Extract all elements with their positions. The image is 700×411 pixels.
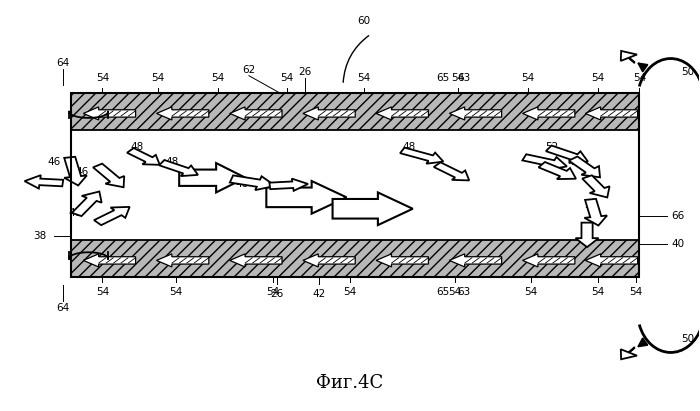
Text: 48: 48	[166, 157, 179, 167]
Text: 54: 54	[591, 287, 604, 298]
Text: 48: 48	[235, 179, 248, 189]
Text: 65: 65	[436, 287, 449, 298]
FancyArrow shape	[83, 107, 136, 120]
Bar	[71, 93, 639, 277]
FancyArrow shape	[400, 148, 443, 164]
Text: 50: 50	[682, 334, 694, 344]
FancyArrow shape	[230, 107, 282, 120]
Text: 52: 52	[570, 157, 583, 167]
FancyArrow shape	[72, 192, 102, 216]
FancyArrow shape	[266, 181, 346, 214]
Bar	[71, 130, 639, 240]
Text: 48: 48	[131, 142, 144, 152]
FancyArrow shape	[621, 51, 637, 63]
Text: 66: 66	[671, 211, 685, 221]
Text: 46: 46	[68, 208, 81, 218]
Bar	[71, 93, 639, 130]
FancyArrow shape	[270, 179, 308, 191]
Text: 54: 54	[357, 73, 370, 83]
FancyArrow shape	[230, 175, 275, 190]
Text: 40: 40	[671, 239, 685, 249]
FancyArrow shape	[94, 207, 130, 225]
Bar	[71, 240, 639, 277]
FancyArrow shape	[569, 157, 600, 177]
Text: 48: 48	[402, 142, 416, 152]
FancyArrow shape	[157, 107, 209, 120]
FancyArrow shape	[93, 164, 124, 187]
Text: 63: 63	[457, 73, 470, 83]
Text: 46: 46	[75, 167, 88, 177]
Text: 64: 64	[56, 58, 69, 68]
FancyArrow shape	[25, 175, 63, 189]
FancyArrow shape	[64, 157, 87, 185]
Text: 52: 52	[584, 200, 597, 210]
FancyArrow shape	[621, 347, 637, 359]
FancyArrow shape	[449, 107, 502, 120]
Text: 46: 46	[47, 157, 60, 167]
FancyArrow shape	[159, 160, 198, 176]
Text: 54: 54	[96, 287, 109, 298]
Text: 54: 54	[344, 287, 356, 298]
Text: 54: 54	[448, 287, 461, 298]
FancyArrow shape	[376, 107, 428, 120]
FancyArrow shape	[522, 154, 567, 170]
Text: 42: 42	[312, 289, 326, 300]
FancyArrow shape	[303, 107, 355, 120]
FancyArrow shape	[376, 254, 428, 267]
FancyArrow shape	[449, 254, 502, 267]
FancyArrow shape	[546, 145, 588, 163]
FancyArrow shape	[332, 192, 413, 225]
Text: 54: 54	[211, 73, 224, 83]
Text: 64: 64	[56, 302, 69, 312]
FancyArrow shape	[575, 223, 598, 247]
FancyArrow shape	[157, 254, 209, 267]
Text: 26: 26	[270, 289, 284, 300]
Text: 54: 54	[633, 73, 646, 83]
Text: 63: 63	[457, 287, 470, 298]
FancyArrow shape	[582, 175, 610, 197]
Text: 54: 54	[169, 287, 182, 298]
Text: 38: 38	[33, 231, 46, 241]
Text: 62: 62	[242, 65, 256, 74]
FancyArrow shape	[230, 254, 282, 267]
Text: 54: 54	[452, 73, 465, 83]
FancyArrow shape	[179, 163, 246, 192]
Text: 54: 54	[152, 73, 165, 83]
Text: 60: 60	[358, 16, 370, 26]
FancyArrow shape	[83, 254, 136, 267]
Text: 54: 54	[591, 73, 604, 83]
Text: 54: 54	[525, 287, 538, 298]
FancyArrow shape	[585, 254, 638, 267]
FancyArrow shape	[127, 148, 160, 165]
FancyArrow shape	[538, 162, 576, 179]
FancyArrow shape	[303, 254, 355, 267]
Text: 54: 54	[281, 73, 294, 83]
Text: 54: 54	[522, 73, 534, 83]
Text: 48: 48	[277, 189, 290, 199]
Text: 52: 52	[584, 173, 597, 183]
Text: 54: 54	[629, 287, 643, 298]
Text: 54: 54	[96, 73, 109, 83]
FancyArrow shape	[585, 107, 638, 120]
Text: Фиг.4С: Фиг.4С	[316, 374, 384, 392]
Text: 54: 54	[267, 287, 280, 298]
FancyArrow shape	[584, 199, 607, 226]
FancyArrow shape	[523, 254, 575, 267]
Text: 50: 50	[682, 67, 694, 77]
FancyArrow shape	[434, 162, 469, 180]
Text: 52: 52	[545, 142, 559, 152]
Text: 65: 65	[436, 73, 449, 83]
FancyArrow shape	[523, 107, 575, 120]
Text: 26: 26	[298, 67, 312, 76]
